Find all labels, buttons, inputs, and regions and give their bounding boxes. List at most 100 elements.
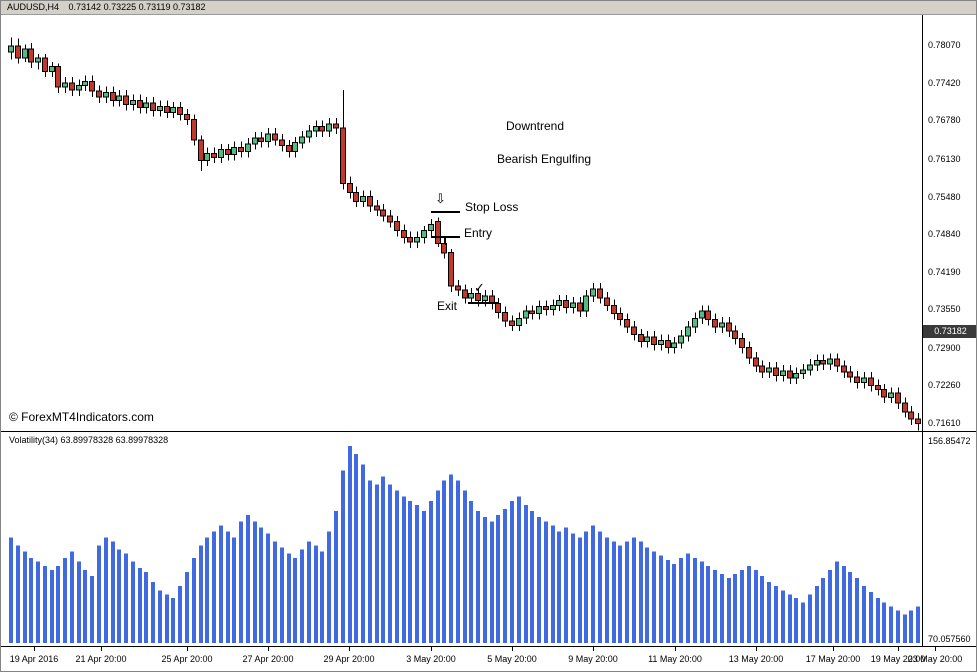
bull-candle — [570, 302, 576, 309]
bear-candle — [773, 367, 779, 377]
bear-candle — [705, 310, 711, 320]
volatility-bar — [232, 537, 236, 643]
volatility-bar — [889, 606, 893, 643]
indicator-axis[interactable]: 156.85472 70.057560 — [922, 432, 976, 646]
volatility-bar — [700, 561, 704, 643]
indicator-axis-max: 156.85472 — [928, 436, 971, 446]
volatility-bar — [835, 561, 839, 643]
volatility-bar — [402, 496, 406, 643]
candlestick-chart — [8, 37, 921, 431]
exit-tick — [482, 295, 483, 302]
bull-candle — [428, 224, 434, 232]
price-chart-panel[interactable]: Downtrend Bearish Engulfing ⇩ Stop Loss … — [1, 15, 922, 432]
volatility-bar — [706, 566, 710, 643]
volatility-bar — [246, 515, 250, 643]
bull-candle — [245, 143, 251, 152]
volatility-bar — [70, 551, 74, 643]
bear-candle — [225, 149, 231, 155]
bear-candle — [726, 322, 732, 332]
bull-candle — [116, 95, 122, 102]
bear-candle — [279, 139, 285, 147]
bull-candle — [523, 310, 529, 319]
current-price-badge: 0.73182 — [923, 325, 976, 338]
bear-candle — [908, 411, 914, 420]
volatility-bar — [138, 567, 142, 643]
volatility-bar — [320, 551, 324, 643]
indicator-label: Volatility(34) 63.89978328 63.89978328 — [9, 435, 169, 445]
volatility-bar — [659, 555, 663, 643]
bull-candle — [49, 66, 55, 72]
bear-candle — [868, 377, 874, 386]
bull-candle — [793, 372, 799, 379]
volatility-bar — [97, 545, 101, 643]
ohlc-readout: 0.73142 0.73225 0.73119 0.73182 — [68, 2, 206, 12]
volatility-bar — [375, 484, 379, 643]
bear-candle — [333, 123, 339, 129]
volatility-bar — [679, 557, 683, 643]
price-axis-label: 0.74190 — [928, 267, 961, 277]
bear-candle — [394, 221, 400, 231]
time-axis-label: 9 May 20:00 — [568, 654, 618, 664]
bear-candle — [895, 392, 901, 404]
bear-candle — [347, 183, 353, 193]
bull-candle — [157, 105, 163, 112]
bear-candle — [380, 209, 386, 217]
volatility-bar — [801, 602, 805, 643]
bull-candle — [313, 125, 319, 132]
bull-candle — [414, 237, 420, 243]
volatility-histogram — [9, 446, 920, 643]
volatility-bar — [862, 586, 866, 643]
volatility-bar — [774, 586, 778, 643]
bear-candle — [96, 90, 102, 98]
volatility-bar — [422, 511, 426, 643]
bull-candle — [692, 317, 698, 328]
volatility-bar — [618, 545, 622, 643]
bear-candle — [787, 370, 793, 379]
bear-candle — [854, 376, 860, 384]
volatility-bar — [632, 537, 636, 643]
bear-candle — [475, 293, 481, 302]
bear-candle — [435, 221, 441, 244]
bear-candle — [55, 66, 61, 88]
volatility-bar — [551, 525, 555, 643]
volatility-bar — [476, 511, 480, 643]
check-icon: ✓ — [474, 280, 485, 295]
bull-candle — [536, 306, 542, 315]
time-axis-label: 17 May 20:00 — [805, 654, 861, 664]
time-axis-label: 19 Apr 2016 — [9, 654, 59, 664]
time-axis-tick — [935, 647, 936, 651]
volatility-bar — [672, 563, 676, 643]
bear-candle — [902, 402, 908, 413]
bear-candle — [820, 359, 826, 365]
bear-candle — [834, 358, 840, 367]
bull-candle — [678, 335, 684, 344]
volatility-bar — [456, 480, 460, 643]
volatility-bar — [165, 594, 169, 643]
bear-candle — [448, 252, 454, 287]
price-axis-label: 0.71610 — [928, 418, 961, 428]
volatility-bar — [239, 521, 243, 643]
price-axis[interactable]: 0.73182 0.78070 0.77420 0.76780 0.76130 0.75… — [922, 15, 976, 432]
volatility-bar — [348, 446, 352, 643]
bear-candle — [150, 102, 156, 112]
time-axis-tick — [675, 647, 676, 651]
bear-candle — [401, 230, 407, 238]
bear-candle — [597, 288, 603, 299]
price-axis-label: 0.72900 — [928, 343, 961, 353]
bull-candle — [807, 364, 813, 371]
volatility-indicator-panel[interactable]: Volatility(34) 63.89978328 63.89978328 — [1, 432, 922, 646]
volatility-bar — [111, 541, 115, 643]
time-axis[interactable]: 19 Apr 2016 21 Apr 20:00 25 Apr 20:00 27 Ap… — [1, 646, 976, 671]
volatility-bar — [104, 537, 108, 643]
volatility-bar — [280, 547, 284, 643]
time-axis-label: 25 Apr 20:00 — [161, 654, 213, 664]
bear-candle — [624, 318, 630, 328]
bear-candle — [563, 300, 569, 309]
volatility-bar — [408, 500, 412, 643]
bear-candle — [177, 107, 183, 116]
volatility-bar — [16, 545, 20, 643]
bull-candle — [550, 304, 556, 310]
entry-label: Entry — [464, 226, 493, 240]
volatility-bar — [90, 576, 94, 643]
bear-candle — [340, 127, 346, 185]
